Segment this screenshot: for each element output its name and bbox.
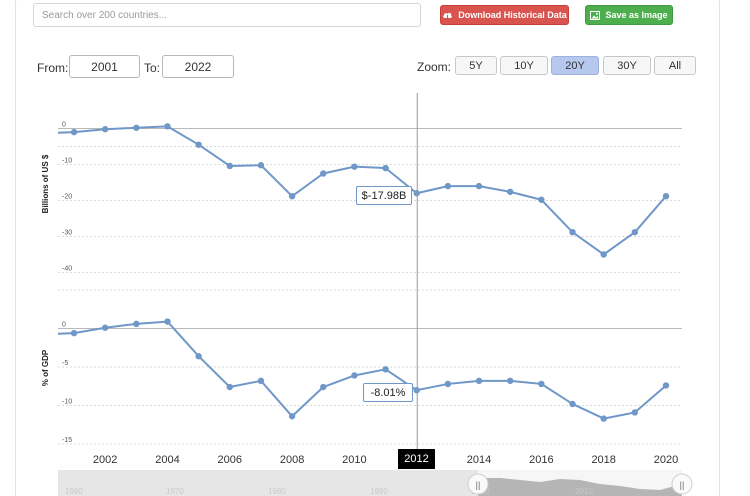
x-tick-label: 2016 <box>529 454 553 466</box>
data-point-usd <box>133 124 140 131</box>
country-search-input[interactable]: Search over 200 countries... <box>33 3 421 27</box>
data-point-gdp <box>133 320 140 328</box>
y-tick-label-gdp: -10 <box>62 399 72 406</box>
zoom-20y-button[interactable]: 20Y <box>551 56 599 75</box>
data-point-gdp <box>320 383 327 391</box>
y-tick-label-usd: -10 <box>62 158 72 165</box>
data-point-usd <box>538 196 545 203</box>
y-tick-label-gdp: -15 <box>62 437 72 444</box>
zoom-label: Zoom: <box>417 60 452 74</box>
data-point-gdp <box>413 386 420 394</box>
data-point-usd <box>164 123 171 130</box>
data-point-usd <box>507 188 514 196</box>
data-point-usd <box>475 182 483 190</box>
data-point-usd <box>351 163 358 170</box>
x-tick-label: 2020 <box>654 454 678 466</box>
image-icon <box>590 10 601 20</box>
data-point-usd <box>70 128 78 136</box>
from-year-input[interactable]: 2001 <box>69 55 140 78</box>
save-label: Save as Image <box>605 10 668 20</box>
x-axis-crosshair-label: 2012 <box>398 449 435 469</box>
data-point-gdp <box>70 329 78 337</box>
x-tick-label: 2014 <box>467 454 491 466</box>
data-point-usd <box>195 141 202 148</box>
data-point-gdp <box>507 377 514 385</box>
handle-circle <box>467 473 489 495</box>
data-point-gdp <box>475 377 483 385</box>
zoom-10y-button[interactable]: 10Y <box>500 56 548 75</box>
data-point-usd <box>382 164 389 172</box>
data-point-usd <box>101 126 109 133</box>
data-point-usd <box>257 162 265 169</box>
download-label: Download Historical Data <box>458 10 567 20</box>
range-navigator[interactable]: 196019701980199020002010|||| <box>58 470 693 496</box>
navigator-right-handle[interactable]: || <box>671 473 693 495</box>
from-label: From: <box>37 61 69 75</box>
download-historical-data-button[interactable]: Download Historical Data <box>440 5 569 25</box>
data-point-gdp <box>288 413 296 420</box>
data-point-gdp <box>351 372 358 379</box>
data-point-gdp <box>662 382 670 389</box>
data-point-gdp <box>444 380 452 388</box>
data-point-gdp <box>101 324 109 331</box>
data-point-usd <box>569 228 576 236</box>
x-tick-label: 2008 <box>280 454 304 466</box>
navigator-year-label: 1970 <box>166 487 184 496</box>
x-tick-label: 2002 <box>93 454 117 466</box>
chart-tooltip-usd: $-17.98B <box>356 186 412 205</box>
zoom-30y-button[interactable]: 30Y <box>603 56 651 75</box>
zoom-5y-button[interactable]: 5Y <box>455 56 497 75</box>
data-point-gdp <box>382 366 389 373</box>
y-tick-label-gdp: -5 <box>62 360 68 367</box>
y-tick-label-usd: -30 <box>62 230 72 237</box>
navigator-year-label: 2010 <box>575 487 593 496</box>
y-tick-label-usd: 0 <box>62 122 66 129</box>
to-label: To: <box>144 61 161 75</box>
y-axis-title-gdp: % of GDP <box>41 349 50 386</box>
data-point-usd <box>320 170 327 177</box>
handle-grip-icon: || <box>476 480 481 490</box>
data-point-gdp <box>257 377 265 385</box>
data-point-gdp <box>226 383 233 391</box>
y-tick-label-usd: -40 <box>62 266 72 273</box>
data-point-gdp <box>538 380 545 388</box>
x-tick-label: 2006 <box>218 454 242 466</box>
data-point-gdp <box>569 400 576 408</box>
y-axis-title-usd: Billions of US $ <box>41 154 50 213</box>
data-point-gdp <box>600 415 607 422</box>
navigator-left-handle[interactable]: || <box>467 473 489 495</box>
x-tick-label: 2004 <box>155 454 179 466</box>
x-tick-label: 2010 <box>342 454 366 466</box>
zoom-all-button[interactable]: All <box>654 56 696 75</box>
data-point-usd <box>600 251 607 258</box>
data-point-usd <box>413 190 420 197</box>
x-tick-label: 2018 <box>591 454 615 466</box>
navigator-series-area <box>478 478 682 496</box>
data-point-gdp <box>164 318 171 325</box>
widget-frame <box>15 0 720 496</box>
navigator-year-label: 1990 <box>370 487 388 496</box>
data-point-usd <box>662 192 670 200</box>
to-year-input[interactable]: 2022 <box>162 55 234 78</box>
data-point-gdp <box>195 353 202 360</box>
navigator-year-label: 1980 <box>268 487 286 496</box>
save-as-image-button[interactable]: Save as Image <box>585 5 673 25</box>
navigator-year-label: 1960 <box>65 487 83 496</box>
handle-circle <box>671 473 693 495</box>
data-point-usd <box>631 228 639 236</box>
y-tick-label-usd: -20 <box>62 194 72 201</box>
data-point-usd <box>288 192 296 200</box>
y-tick-label-gdp: 0 <box>62 322 66 329</box>
data-point-usd <box>226 162 233 170</box>
data-point-usd <box>444 182 452 190</box>
handle-grip-icon: || <box>680 480 685 490</box>
data-point-gdp <box>631 409 639 416</box>
chart-tooltip-gdp: -8.01% <box>363 383 413 402</box>
cloud-download-icon <box>442 11 453 20</box>
